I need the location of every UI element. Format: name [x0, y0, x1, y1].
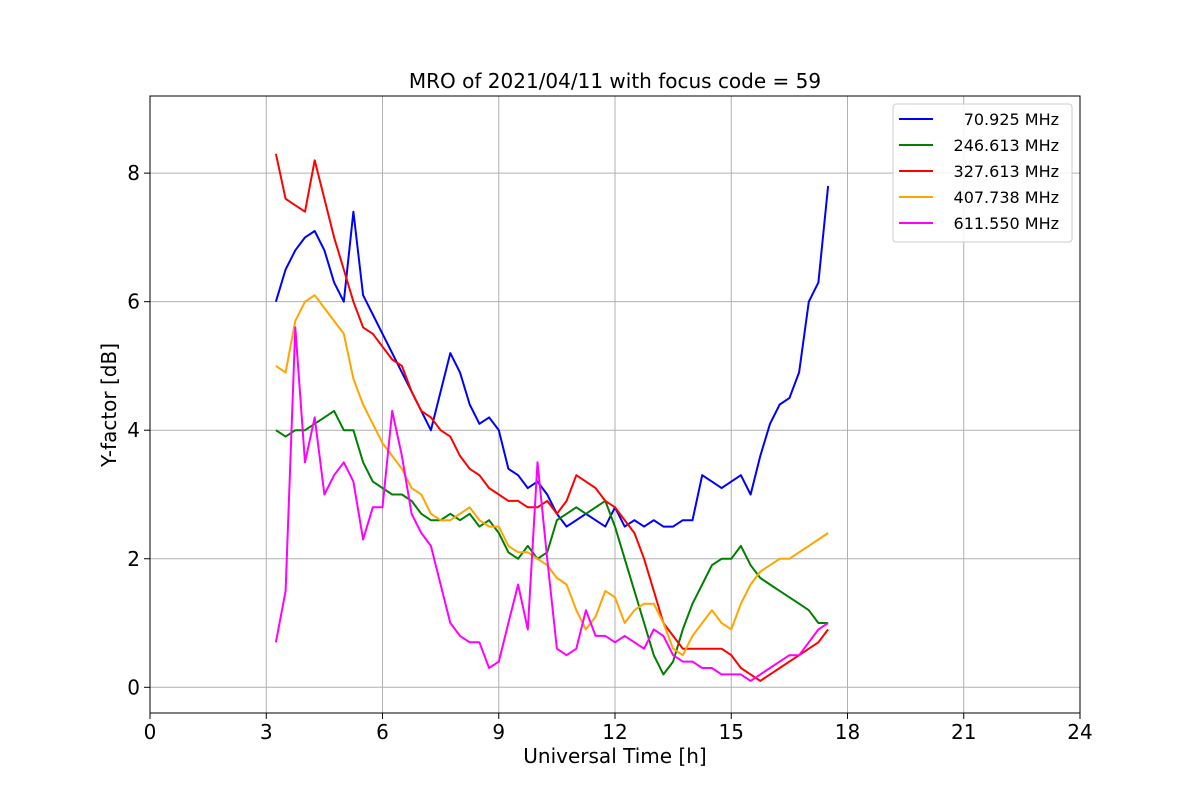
x-tick-label: 9 [492, 720, 505, 744]
y-tick-label: 4 [127, 418, 140, 442]
x-tick-label: 15 [719, 720, 744, 744]
legend-box [892, 103, 1073, 243]
x-tick-label: 18 [835, 720, 860, 744]
y-tick-label: 2 [127, 547, 140, 571]
legend: 70.925 MHz 246.613 MHz 327.613 MHz 407.738 … [892, 103, 1073, 243]
y-tick-label: 0 [127, 675, 140, 699]
y-tick-label: 8 [127, 161, 140, 185]
x-tick-label: 6 [376, 720, 389, 744]
x-tick-label: 21 [951, 720, 976, 744]
x-tick-label: 0 [144, 720, 157, 744]
x-tick-label: 24 [1067, 720, 1092, 744]
legend-label-1: 246.613 MHz [954, 136, 1059, 155]
series-layer [274, 153, 830, 682]
legend-label-3: 407.738 MHz [954, 188, 1059, 207]
series-line-3 [275, 294, 829, 657]
y-tick-label: 6 [127, 290, 140, 314]
legend-label-4: 611.550 MHz [954, 214, 1059, 233]
legend-label-0: 70.925 MHz [964, 110, 1059, 129]
series-line-0 [274, 185, 830, 528]
series-line-4 [274, 326, 829, 682]
series-line-1 [275, 409, 829, 676]
chart-title: MRO of 2021/04/11 with focus code = 59 [409, 69, 821, 93]
y-axis-label: Y-factor [dB] [97, 343, 121, 468]
x-axis-label: Universal Time [h] [523, 744, 706, 768]
series-line-2 [274, 153, 829, 682]
legend-label-2: 327.613 MHz [954, 162, 1059, 181]
x-tick-label: 12 [602, 720, 627, 744]
x-tick-label: 3 [260, 720, 273, 744]
